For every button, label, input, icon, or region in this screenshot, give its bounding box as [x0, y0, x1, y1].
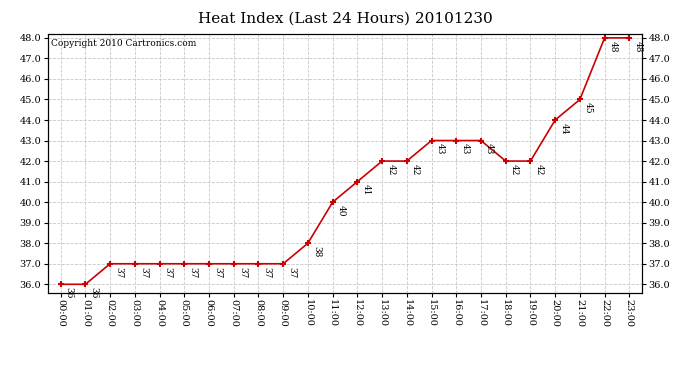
Text: 41: 41 [362, 184, 371, 196]
Text: 37: 37 [238, 267, 247, 278]
Text: 36: 36 [90, 287, 99, 298]
Text: 40: 40 [337, 205, 346, 216]
Text: 37: 37 [115, 267, 124, 278]
Text: 37: 37 [188, 267, 197, 278]
Text: 37: 37 [139, 267, 148, 278]
Text: 43: 43 [435, 143, 444, 155]
Text: 48: 48 [633, 40, 642, 52]
Text: 37: 37 [164, 267, 172, 278]
Text: 37: 37 [263, 267, 272, 278]
Text: 37: 37 [213, 267, 222, 278]
Text: 45: 45 [584, 102, 593, 114]
Text: 42: 42 [386, 164, 395, 175]
Text: 37: 37 [287, 267, 296, 278]
Text: 43: 43 [485, 143, 494, 155]
Text: 48: 48 [609, 40, 618, 52]
Text: Copyright 2010 Cartronics.com: Copyright 2010 Cartronics.com [51, 39, 197, 48]
Text: 42: 42 [411, 164, 420, 175]
Text: 38: 38 [312, 246, 321, 257]
Text: 43: 43 [460, 143, 469, 155]
Text: 42: 42 [510, 164, 519, 175]
Text: 44: 44 [560, 123, 569, 134]
Text: 42: 42 [535, 164, 544, 175]
Text: 36: 36 [65, 287, 74, 298]
Text: Heat Index (Last 24 Hours) 20101230: Heat Index (Last 24 Hours) 20101230 [197, 11, 493, 25]
